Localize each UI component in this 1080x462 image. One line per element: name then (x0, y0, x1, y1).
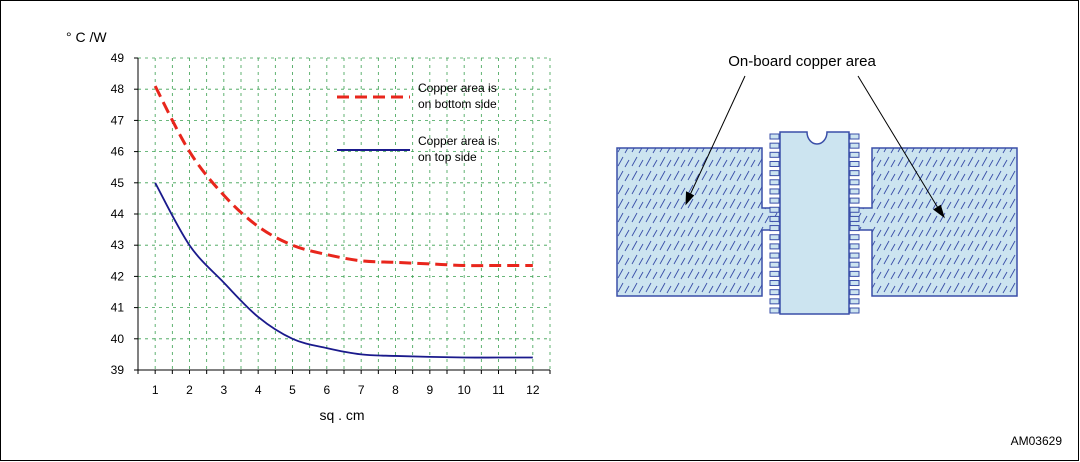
right-arrow-head-icon (933, 204, 945, 219)
ic-pin-right (849, 142, 860, 149)
x-tick-label: 10 (457, 383, 471, 397)
chart-legend: Copper area is on bottom side Copper area … (337, 81, 497, 164)
left-copper-pad (616, 147, 781, 297)
ic-pin-left (769, 151, 780, 158)
ic-pin-left (769, 298, 780, 305)
y-tick-labels: 39 40 41 42 43 44 45 46 47 48 49 (111, 51, 125, 377)
ic-pin-left (769, 142, 780, 149)
y-tick-label: 40 (111, 332, 125, 346)
callout-arrows (685, 75, 945, 219)
x-tick-labels: 1 2 3 4 5 6 7 8 9 10 11 12 (152, 383, 540, 397)
ic-pin-left (769, 179, 780, 186)
ic-pin-right (849, 307, 860, 314)
y-tick-label: 39 (111, 363, 125, 377)
ic-pin-left (769, 307, 780, 314)
ic-pin-left (769, 225, 780, 232)
x-tick-label: 4 (255, 383, 262, 397)
ic-pin-left (769, 252, 780, 259)
ic-pin-right (849, 298, 860, 305)
y-tick-label: 49 (111, 51, 125, 65)
legend-label: Copper area is (418, 134, 497, 148)
ic-pin-right (849, 289, 860, 296)
ic-pin-right (849, 179, 860, 186)
ic-pin-right (849, 160, 860, 167)
y-tick-label: 43 (111, 238, 125, 252)
y-tick-label: 45 (111, 176, 125, 190)
x-tick-label: 11 (492, 383, 505, 397)
x-tick-label: 1 (152, 383, 159, 397)
ic-pin-left (769, 188, 780, 195)
ic-pin-left (769, 234, 780, 241)
x-tick-label: 5 (289, 383, 296, 397)
x-axis-label: sq . cm (319, 407, 364, 423)
chart-axes (134, 57, 551, 374)
x-tick-label: 6 (323, 383, 330, 397)
y-tick-label: 48 (111, 82, 125, 96)
ic-pin-right (849, 170, 860, 177)
ic-pin-left (769, 206, 780, 213)
ic-pin-left (769, 289, 780, 296)
ic-pin-right (849, 270, 860, 277)
ic-pin-left (769, 261, 780, 268)
ic-pin-right (849, 234, 860, 241)
ic-pin-left (769, 280, 780, 287)
y-tick-label: 47 (111, 113, 125, 127)
left-callout-arrow-line (689, 75, 746, 196)
legend-label: on top side (418, 150, 477, 164)
x-tick-label: 12 (526, 383, 540, 397)
ic-pin-left (769, 170, 780, 177)
legend-label: on bottom side (418, 97, 497, 111)
y-tick-label: 41 (111, 301, 125, 315)
ic-pin-right (849, 243, 860, 250)
legend-label: Copper area is (418, 81, 497, 95)
x-tick-label: 3 (220, 383, 227, 397)
x-tick-label: 9 (426, 383, 433, 397)
ic-pins (769, 133, 860, 314)
x-tick-label: 2 (186, 383, 193, 397)
ic-pin-left (769, 160, 780, 167)
ic-pin-right (849, 280, 860, 287)
ic-pin-left (769, 197, 780, 204)
figure-id: AM03629 (1011, 434, 1063, 448)
y-tick-label: 42 (111, 269, 125, 283)
y-axis-label: ° C /W (66, 29, 107, 45)
ic-pin-right (849, 206, 860, 213)
ic-pin-right (849, 197, 860, 204)
ic-pin-right (849, 252, 860, 259)
x-tick-label: 8 (392, 383, 399, 397)
ic-pin-right (849, 215, 860, 222)
left-arrow-head-icon (685, 191, 695, 206)
x-tick-label: 7 (358, 383, 365, 397)
ic-pin-right (849, 151, 860, 158)
ic-pin-left (769, 215, 780, 222)
y-tick-label: 44 (111, 207, 125, 221)
ic-pin-left (769, 270, 780, 277)
right-copper-pad (849, 147, 1018, 297)
right-callout-arrow-line (857, 75, 939, 209)
ic-pin-right (849, 188, 860, 195)
ic-pin-left (769, 243, 780, 250)
ic-pin-left (769, 133, 780, 140)
ic-pin-right (849, 261, 860, 268)
y-tick-label: 46 (111, 145, 125, 159)
callout-label: On-board copper area (728, 53, 876, 70)
ic-pin-right (849, 225, 860, 232)
series-line-1 (153, 85, 533, 268)
ic-pin-right (849, 133, 860, 140)
series-line-2 (154, 182, 533, 359)
copper-area-diagram: On-board copper area (616, 53, 1018, 315)
ic-package (779, 131, 850, 315)
chart-series (153, 85, 533, 359)
